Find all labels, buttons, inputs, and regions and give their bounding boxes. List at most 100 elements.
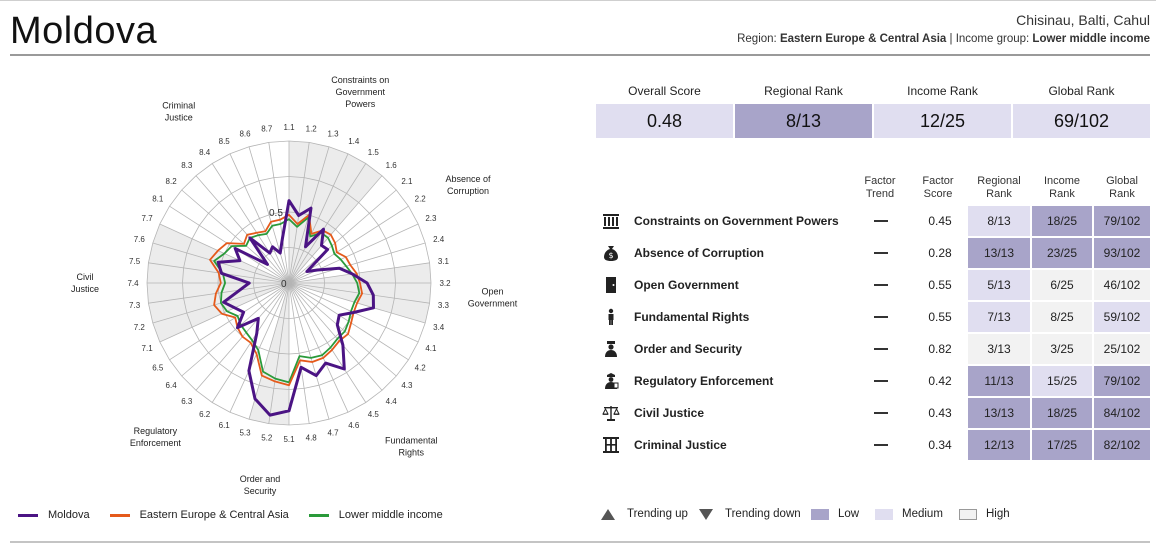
- radar-axis-label: 3.3: [438, 301, 450, 310]
- global-rank-cell: 84/102: [1094, 398, 1150, 428]
- radar-axis-label: 7.3: [129, 301, 141, 310]
- radar-axis-label: 1.2: [306, 125, 318, 134]
- income-rank-label: Income Rank: [907, 84, 978, 98]
- factor-name: Open Government: [634, 278, 739, 292]
- trend-flat-icon: [874, 252, 888, 254]
- income-rank-cell: 8/25: [1032, 302, 1092, 332]
- radar-spoke: [229, 153, 290, 284]
- legend-low-label: Low: [838, 508, 860, 520]
- legend-medium: Medium: [875, 508, 943, 520]
- footer-divider: [10, 541, 1150, 543]
- global-rank-value: 69/102: [1013, 104, 1150, 138]
- factor-score: 0.55: [928, 310, 952, 324]
- cities-list: Chisinau, Balti, Cahul: [1016, 12, 1150, 28]
- radar-factor-label: Order and Security: [240, 474, 281, 496]
- radar-axis-label: 1.1: [283, 123, 295, 132]
- factor-row: Civil Justice 0.43 13/13 18/25 84/102: [598, 397, 1150, 429]
- legend-low: Low: [811, 508, 859, 520]
- radar-axis-label: 1.4: [348, 137, 360, 146]
- trend-flat-icon: [874, 348, 888, 350]
- svg-text:$: $: [608, 251, 613, 260]
- radar-factor-label: Criminal Justice: [162, 100, 195, 122]
- legend-item-region: Eastern Europe & Central Asia: [109, 509, 289, 521]
- global-rank-cell: 79/102: [1094, 206, 1150, 236]
- radar-axis-label: 5.2: [261, 433, 273, 442]
- radar-factor-label: Absence of Corruption: [445, 174, 491, 196]
- radar-spoke: [181, 189, 290, 284]
- regional-rank-cell: 5/13: [968, 270, 1030, 300]
- door-icon: [602, 276, 620, 294]
- radar-spoke: [169, 282, 290, 361]
- radar-spoke: [229, 282, 290, 413]
- factor-row: Criminal Justice 0.34 12/13 17/25 82/102: [598, 429, 1150, 461]
- factor-name: Constraints on Government Powers: [634, 214, 839, 228]
- radar-axis-label: 8.1: [152, 195, 164, 204]
- police-icon: [602, 340, 620, 358]
- legend-swatch-region: [109, 513, 130, 517]
- radar-axis-label: 4.6: [348, 421, 360, 430]
- legend-high-label: High: [986, 508, 1010, 520]
- radar-factor-label: Fundamental Rights: [385, 435, 438, 457]
- income-rank-cell: 17/25: [1032, 430, 1092, 460]
- radar-spoke: [211, 163, 290, 284]
- radar-axis-label: 4.2: [415, 363, 427, 372]
- radar-axis-label: 4.8: [306, 433, 318, 442]
- regional-rank-cell: 11/13: [968, 366, 1030, 396]
- regional-rank-value: 8/13: [735, 104, 872, 138]
- radar-spoke: [169, 205, 290, 284]
- radar-spoke: [288, 282, 397, 377]
- money-bag-icon: $: [602, 244, 620, 262]
- radar-axis-label: 3.2: [439, 279, 451, 288]
- radar-axis-label: 2.4: [433, 235, 445, 244]
- radar-spoke: [181, 282, 290, 377]
- radar-axis-label: 1.6: [386, 161, 398, 170]
- radar-spoke: [288, 242, 426, 284]
- radar-axis-label: 8.6: [239, 129, 251, 138]
- income-label: | Income group:: [949, 33, 1030, 45]
- radar-axis-label: 4.5: [368, 410, 380, 419]
- radar-axis-label: 4.7: [327, 429, 339, 438]
- factor-name: Criminal Justice: [634, 438, 727, 452]
- radar-axis-label: 7.4: [127, 279, 139, 288]
- radar-axis-label: 6.2: [199, 410, 211, 419]
- radar-series-line: [209, 213, 363, 387]
- radar-factor-label: Constraints on Government Powers: [331, 75, 389, 109]
- factor-name: Civil Justice: [634, 406, 705, 420]
- global-rank-card: Global Rank 69/102: [1013, 78, 1150, 138]
- triangle-down-icon: [699, 508, 713, 520]
- factor-name: Absence of Corruption: [634, 246, 765, 260]
- col-header-score: Factor Score: [922, 175, 954, 200]
- legend-medium-label: Medium: [902, 508, 943, 520]
- legend-trending-up-label: Trending up: [627, 508, 688, 520]
- chart-legend: Moldova Eastern Europe & Central Asia Lo…: [18, 509, 463, 521]
- radar-spoke: [268, 142, 290, 284]
- region-income-line: Region: Eastern Europe & Central Asia | …: [737, 33, 1150, 45]
- overall-score-card: Overall Score 0.48: [596, 78, 733, 138]
- income-value: Lower middle income: [1032, 33, 1150, 45]
- regional-rank-cell: 7/13: [968, 302, 1030, 332]
- col-header-income: Income Rank: [1043, 175, 1081, 200]
- trend-flat-icon: [874, 284, 888, 286]
- radar-axis-label: 7.6: [134, 235, 146, 244]
- regional-rank-cell: 13/13: [968, 238, 1030, 268]
- radar-axis-label: 2.3: [425, 214, 437, 223]
- radar-axis-label: 5.1: [283, 435, 295, 444]
- col-header-global: Global Rank: [1106, 175, 1138, 200]
- radar-spoke: [288, 282, 367, 403]
- trend-flat-icon: [874, 316, 888, 318]
- radar-axis-label: 4.1: [425, 344, 437, 353]
- triangle-up-icon: [601, 508, 615, 520]
- top-border: [0, 0, 1156, 1]
- regional-rank-card: Regional Rank 8/13: [735, 78, 872, 138]
- radar-ring-label: 0.5: [269, 208, 283, 219]
- radar-spoke: [288, 282, 310, 424]
- radar-axis-label: 5.3: [239, 429, 251, 438]
- radar-axis-label: 4.3: [401, 381, 413, 390]
- radar-axis-label: 6.1: [219, 421, 231, 430]
- radar-axis-label: 7.1: [142, 344, 154, 353]
- radar-spoke: [148, 282, 290, 304]
- legend-high-swatch: [959, 508, 977, 520]
- radar-axis-label: 3.4: [433, 323, 445, 332]
- radar-series-line: [213, 216, 361, 384]
- global-rank-cell: 79/102: [1094, 366, 1150, 396]
